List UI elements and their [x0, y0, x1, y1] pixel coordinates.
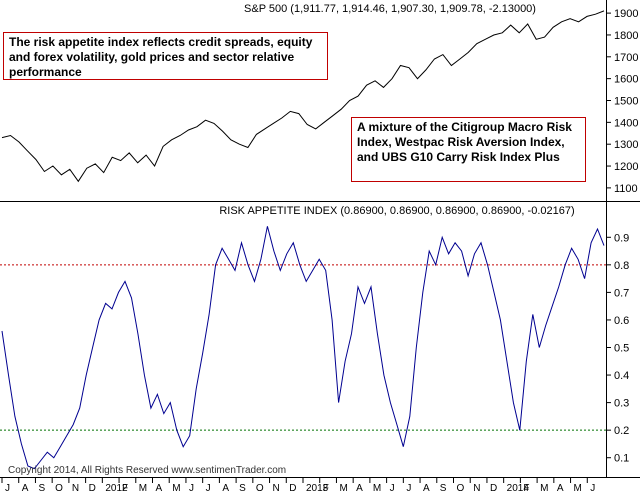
x-tick-label: M — [373, 483, 381, 494]
x-tick-label: 2013 — [306, 483, 329, 494]
x-tick-label: N — [273, 483, 280, 494]
x-tick-label: A — [222, 483, 229, 494]
risk-chart-title: RISK APPETITE INDEX (0.86900, 0.86900, 0… — [219, 205, 574, 217]
sp500-y-ticks: 1100 1200 1300 1400 1500 1600 1700 1800 1900 — [606, 8, 638, 195]
risk-y-tick-label: 0.3 — [614, 398, 629, 410]
x-tick-label: N — [473, 483, 480, 494]
x-tick-label: J — [206, 483, 211, 494]
x-tick-label: A — [156, 483, 163, 494]
x-tick-label: A — [356, 483, 363, 494]
risk-y-tick-label: 0.5 — [614, 343, 629, 355]
x-tick-label: M — [574, 483, 582, 494]
x-tick-label: J — [189, 483, 194, 494]
x-tick-label: M — [172, 483, 180, 494]
x-tick-label: S — [239, 483, 246, 494]
x-tick-label: F — [523, 483, 529, 494]
sp500-chart-title: S&P 500 (1,911.77, 1,914.46, 1,907.30, 1… — [244, 3, 536, 15]
x-tick-label: M — [139, 483, 147, 494]
x-tick-label: J — [590, 483, 595, 494]
sp500-y-tick-label: 1500 — [614, 96, 638, 108]
x-tick-label: 2014 — [507, 483, 530, 494]
risk-y-tick-label: 0.6 — [614, 315, 629, 327]
x-tick-label: 2012 — [105, 483, 128, 494]
x-tick-label: O — [256, 483, 264, 494]
x-tick-label: F — [122, 483, 128, 494]
sp500-y-tick-label: 1900 — [614, 8, 638, 20]
x-tick-label: D — [289, 483, 296, 494]
x-tick-label: O — [55, 483, 63, 494]
annotation-box-risk-components: The risk appetite index reflects credit … — [3, 32, 328, 80]
sp500-y-tick-label: 1800 — [614, 30, 638, 42]
x-tick-label: A — [423, 483, 430, 494]
sp500-y-tick-label: 1300 — [614, 139, 638, 151]
risk-y-tick-label: 0.7 — [614, 287, 629, 299]
sp500-y-tick-label: 1700 — [614, 52, 638, 64]
x-tick-label: J — [406, 483, 411, 494]
sp500-y-tick-label: 1100 — [614, 183, 638, 195]
risk-y-ticks: 0.1 0.2 0.3 0.4 0.5 0.6 0.7 0.8 0.9 — [606, 232, 629, 465]
x-tick-label: N — [72, 483, 79, 494]
x-tick-label: A — [557, 483, 564, 494]
annotation-box-index-mixture: A mixture of the Citigroup Macro Risk In… — [351, 117, 586, 182]
copyright-text: Copyright 2014, All Rights Reserved www.… — [8, 465, 286, 476]
x-tick-label: J — [390, 483, 395, 494]
x-tick-label: F — [323, 483, 329, 494]
x-tick-label: O — [457, 483, 465, 494]
sp500-series-line — [1, 10, 605, 183]
risk-y-tick-label: 0.2 — [614, 425, 629, 437]
x-tick-label: A — [22, 483, 29, 494]
risk-appetite-series-line — [1, 226, 605, 470]
risk-y-tick-label: 0.1 — [614, 453, 629, 465]
x-tick-label: J — [5, 483, 10, 494]
risk-y-tick-label: 0.4 — [614, 370, 629, 382]
sp500-y-tick-label: 1200 — [614, 161, 638, 173]
x-tick-label: S — [440, 483, 447, 494]
x-tick-label: S — [38, 483, 45, 494]
x-tick-label: M — [540, 483, 548, 494]
x-tick-label: M — [339, 483, 347, 494]
sp500-y-tick-label: 1400 — [614, 117, 638, 129]
x-tick-label: D — [490, 483, 497, 494]
sp500-y-tick-label: 1600 — [614, 74, 638, 86]
risk-y-tick-label: 0.9 — [614, 232, 629, 244]
risk-y-tick-label: 0.8 — [614, 260, 629, 272]
x-tick-label: D — [89, 483, 96, 494]
